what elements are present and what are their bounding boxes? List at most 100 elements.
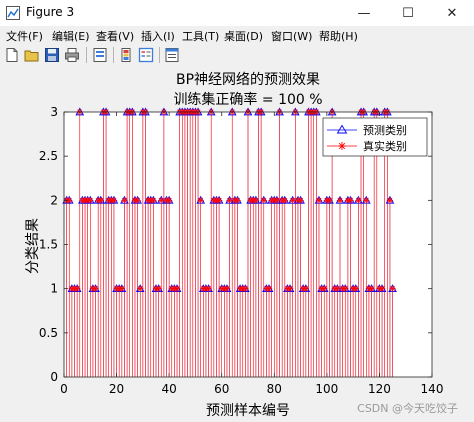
actual-point	[223, 285, 231, 292]
property-inspector-icon[interactable]	[164, 47, 180, 63]
actual-point	[389, 285, 396, 292]
figure-canvas: 0 20 40 60 80 100 120 140 0 0.5 1 1.5 2 2.5 3 BP神经网络的预…	[0, 66, 474, 422]
actual-point	[173, 285, 181, 292]
y-tick-label: 1	[50, 282, 58, 296]
actual-point	[302, 285, 310, 292]
x-axis-label: 预测样本编号	[206, 403, 290, 419]
actual-point	[134, 197, 141, 204]
actual-point	[386, 197, 394, 204]
actual-point	[265, 285, 273, 292]
toolbar-separator	[86, 47, 87, 63]
chart-subtitle: 训练集正确率 = 100 %	[173, 91, 322, 108]
title-bar: Figure 3 — ☐ ✕	[0, 0, 474, 27]
actual-point	[315, 197, 323, 204]
legend-actual-label: 真实类别	[363, 139, 407, 153]
y-tick-label: 0	[50, 370, 58, 384]
menu-file[interactable]: 文件(F)	[6, 30, 43, 43]
actual-point	[97, 197, 104, 204]
x-tick-label: 100	[315, 382, 338, 396]
actual-point	[121, 197, 128, 204]
x-tick-label: 0	[60, 382, 68, 396]
actual-point	[342, 285, 349, 292]
actual-point	[273, 197, 281, 204]
new-figure-icon[interactable]	[4, 47, 20, 63]
actual-point	[205, 285, 212, 292]
legend-predicted-label: 预测类别	[363, 123, 407, 137]
chart-title: BP神经网络的预测效果	[176, 72, 320, 88]
menu-bar: 文件(F) 编辑(E) 查看(V) 插入(I) 工具(T) 桌面(D) 窗口(W…	[0, 26, 474, 44]
menu-insert[interactable]: 插入(I)	[141, 30, 175, 43]
actual-point	[226, 197, 233, 204]
y-axis-label: 分类结果	[25, 218, 41, 274]
open-file-icon[interactable]	[24, 47, 40, 63]
insert-colorbar-icon[interactable]	[118, 47, 134, 63]
x-tick-label: 60	[214, 382, 229, 396]
legend-box	[322, 117, 428, 157]
matlab-figure-icon	[6, 6, 20, 20]
actual-point	[234, 197, 241, 204]
actual-point	[297, 197, 304, 204]
menu-view[interactable]: 查看(V)	[96, 30, 135, 43]
legend[interactable]: 预测类别 真实类别	[322, 117, 428, 157]
x-tick-label: 40	[162, 382, 177, 396]
actual-point	[378, 285, 386, 292]
toolbar	[0, 44, 474, 67]
x-tick-label: 20	[109, 382, 124, 396]
save-icon[interactable]	[44, 47, 60, 63]
y-tick-label: 0.5	[39, 326, 58, 340]
legend-predicted-marker	[336, 124, 348, 134]
menu-window[interactable]: 窗口(W)	[271, 30, 313, 43]
actual-point	[286, 285, 294, 292]
actual-point	[155, 285, 162, 292]
y-tick-label: 3	[50, 105, 58, 119]
minimize-button[interactable]: —	[357, 5, 371, 21]
y-tick-label: 2.5	[39, 149, 58, 163]
actual-point	[252, 197, 260, 204]
actual-point	[197, 197, 204, 204]
actual-point	[92, 285, 99, 292]
toolbar-separator	[159, 47, 160, 63]
x-tick-label: 140	[421, 382, 444, 396]
actual-point	[352, 285, 359, 292]
actual-point	[260, 197, 267, 204]
actual-point	[363, 197, 370, 204]
actual-point	[326, 197, 333, 204]
print-icon[interactable]	[64, 47, 80, 63]
window-title: Figure 3	[26, 5, 75, 19]
actual-point	[215, 197, 223, 204]
link-plot-icon[interactable]	[92, 47, 108, 63]
watermark: CSDN @今天吃饺子	[357, 402, 458, 415]
actual-point	[321, 285, 328, 292]
actual-point	[110, 197, 118, 204]
actual-point	[158, 197, 165, 204]
menu-tools[interactable]: 工具(T)	[182, 30, 220, 43]
x-tick-label: 80	[267, 382, 282, 396]
actual-point	[336, 197, 344, 204]
actual-point	[347, 197, 354, 204]
actual-point	[118, 285, 126, 292]
axis-ticks: 0 20 40 60 80 100 120 140 0 0.5 1 1.5 2 2.5 3	[39, 105, 444, 396]
actual-point	[73, 285, 81, 292]
actual-point	[150, 197, 157, 204]
menu-desktop[interactable]: 桌面(D)	[224, 30, 264, 43]
actual-point	[355, 197, 362, 204]
actual-point	[165, 197, 173, 204]
insert-legend-icon[interactable]	[138, 47, 154, 63]
menu-help[interactable]: 帮助(H)	[319, 30, 358, 43]
actual-point	[368, 285, 375, 292]
close-button[interactable]: ✕	[446, 5, 458, 21]
actual-point	[66, 197, 73, 204]
y-tick-label: 2	[50, 193, 58, 207]
actual-point	[281, 197, 288, 204]
menu-edit[interactable]: 编辑(E)	[52, 30, 90, 43]
classification-chart: 0 20 40 60 80 100 120 140 0 0.5 1 1.5 2 2.5 3 BP神经网络的预…	[25, 72, 444, 419]
actual-point	[137, 285, 144, 292]
x-tick-label: 120	[368, 382, 391, 396]
actual-point	[242, 285, 249, 292]
data-markers	[62, 107, 397, 292]
maximize-button[interactable]: ☐	[402, 5, 414, 21]
toolbar-separator	[113, 47, 114, 63]
legend-actual-marker	[338, 142, 346, 150]
y-tick-label: 1.5	[39, 238, 58, 252]
actual-point	[87, 197, 94, 204]
